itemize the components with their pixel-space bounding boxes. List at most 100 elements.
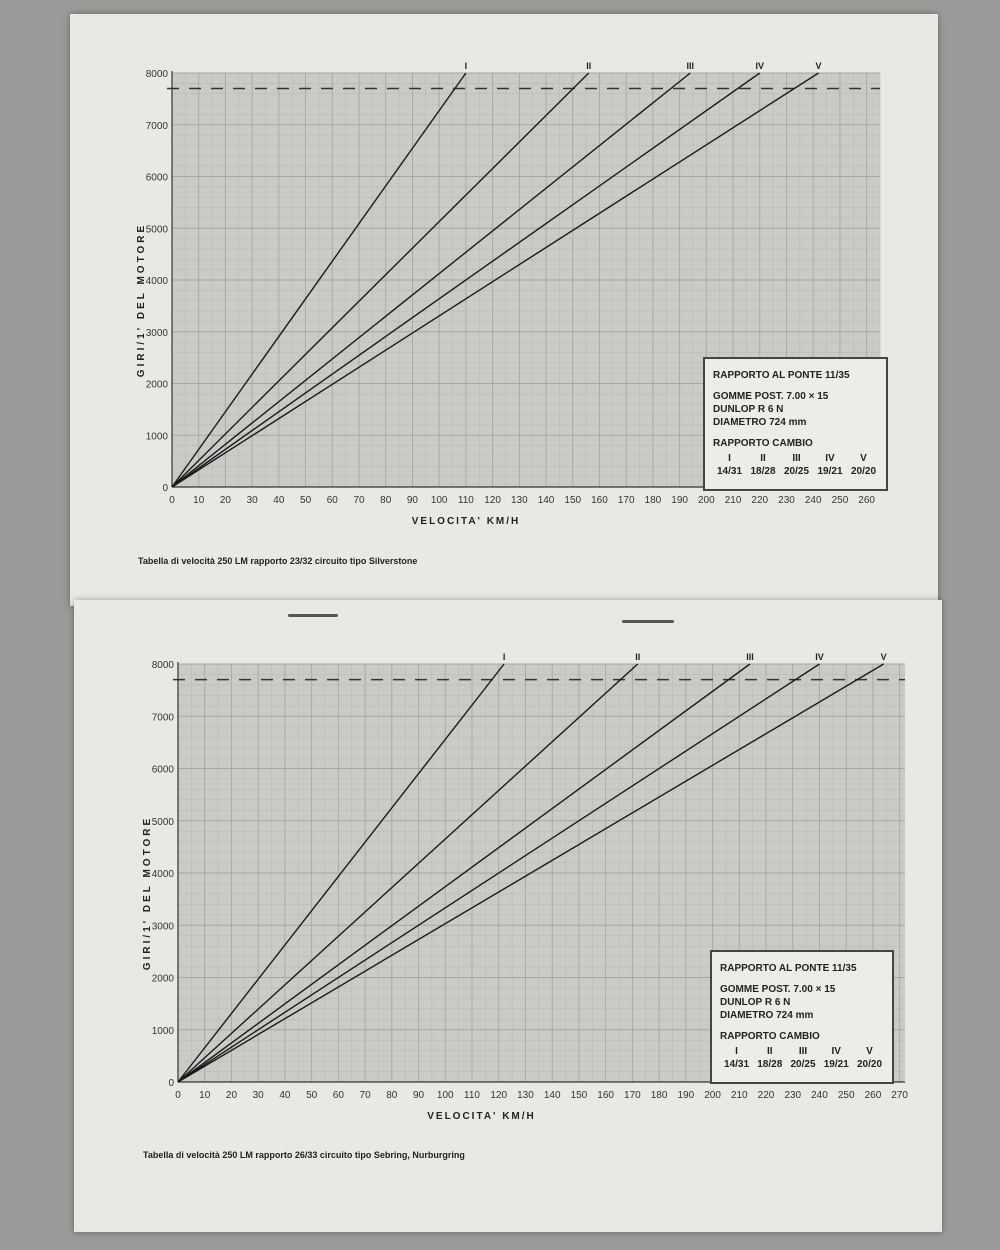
x-tick-label: 140: [544, 1090, 561, 1101]
gear-line-II: [177, 663, 639, 1083]
gear-label: I: [728, 453, 731, 464]
y-tick-label: 1000: [152, 1026, 175, 1037]
gear-line-I: [177, 663, 505, 1083]
gear-ratios: I 14/31 II 18/28 III 20/25 IV 19/21 V 20/20: [713, 452, 880, 478]
y-axis-label: GIRI/1' DEL MOTORE: [136, 223, 147, 377]
x-tick-label: 40: [279, 1090, 291, 1101]
series-label-II: II: [635, 652, 640, 662]
gear-ratio-value: 20/20: [850, 466, 877, 477]
caption-1: Tabella di velocità 250 LM rapporto 23/3…: [138, 556, 418, 566]
x-tick-label: 70: [353, 495, 365, 506]
legend-dunlop: DUNLOP R 6 N: [713, 404, 784, 415]
x-tick-label: 160: [597, 1090, 614, 1101]
x-tick-label: 250: [838, 1090, 855, 1101]
gear-label: IV: [825, 453, 835, 464]
y-tick-label: 0: [168, 1078, 174, 1089]
x-tick-label: 240: [811, 1090, 828, 1101]
y-tick-label: 3000: [146, 328, 169, 339]
x-tick-label: 210: [731, 1090, 748, 1101]
gear-ratio-II: II 18/28: [747, 452, 780, 478]
series-label-IV: IV: [815, 652, 824, 662]
x-tick-label: 90: [407, 495, 419, 506]
y-tick-label: 0: [162, 483, 168, 494]
gear-ratio-value: 14/31: [723, 1059, 750, 1070]
gear-line-V: [177, 663, 884, 1083]
x-axis-label: VELOCITA' KM/H: [412, 516, 521, 527]
x-tick-label: 210: [725, 495, 742, 506]
x-tick-label: 180: [651, 1090, 668, 1101]
gear-ratio-value: 20/25: [790, 1059, 816, 1070]
legend-diametro: DIAMETRO 724 mm: [713, 417, 807, 428]
legend-ponte: RAPPORTO AL PONTE 11/35: [713, 370, 850, 381]
x-tick-label: 130: [517, 1090, 534, 1101]
legend-box-1: RAPPORTO AL PONTE 11/35 GOMME POST. 7.00…: [703, 357, 888, 491]
gear-line-II: [171, 72, 590, 488]
legend-diametro: DIAMETRO 724 mm: [720, 1010, 814, 1021]
gear-ratio-value: 14/31: [716, 466, 743, 477]
x-tick-label: 220: [758, 1090, 775, 1101]
gear-label: V: [866, 1046, 873, 1057]
x-tick-label: 70: [360, 1090, 372, 1101]
series-label-III: III: [746, 652, 754, 662]
legend-ponte: RAPPORTO AL PONTE 11/35: [720, 963, 857, 974]
legend-box-2: RAPPORTO AL PONTE 11/35 GOMME POST. 7.00…: [710, 950, 894, 1084]
x-tick-label: 240: [805, 495, 822, 506]
gear-ratio-value: 19/21: [817, 466, 843, 477]
x-tick-label: 0: [169, 495, 175, 506]
gear-line-IV: [177, 663, 820, 1083]
y-tick-label: 6000: [146, 173, 169, 184]
x-tick-label: 170: [618, 495, 635, 506]
x-tick-label: 260: [865, 1090, 882, 1101]
y-tick-label: 4000: [152, 869, 175, 880]
x-tick-label: 190: [677, 1090, 694, 1101]
x-tick-label: 0: [175, 1090, 181, 1101]
x-tick-label: 150: [564, 495, 581, 506]
y-tick-label: 8000: [146, 69, 169, 80]
x-tick-label: 100: [431, 495, 448, 506]
staple: [288, 614, 338, 617]
x-tick-label: 50: [300, 495, 312, 506]
y-tick-label: 7000: [152, 712, 175, 723]
x-tick-label: 40: [273, 495, 285, 506]
gear-ratio-II: II 18/28: [753, 1045, 786, 1071]
x-tick-label: 180: [645, 495, 662, 506]
series-label-IV: IV: [756, 61, 765, 71]
legend-dunlop: DUNLOP R 6 N: [720, 997, 791, 1008]
legend-gomme: GOMME POST. 7.00 × 15: [713, 391, 829, 402]
x-tick-label: 120: [484, 495, 501, 506]
gear-label: V: [860, 453, 867, 464]
gear-label: IV: [831, 1046, 841, 1057]
x-tick-label: 90: [413, 1090, 425, 1101]
x-tick-label: 110: [458, 495, 474, 506]
gear-ratio-value: 18/28: [757, 1059, 783, 1070]
gear-ratio-IV: IV 19/21: [820, 1045, 853, 1071]
y-tick-label: 8000: [152, 660, 175, 671]
gear-ratio-V: V 20/20: [847, 452, 880, 478]
x-tick-label: 200: [698, 495, 715, 506]
x-tick-label: 160: [591, 495, 608, 506]
gear-line-I: [171, 72, 467, 488]
gear-ratios: I 14/31 II 18/28 III 20/25 IV 19/21 V 20/20: [720, 1045, 886, 1071]
gear-ratio-value: 18/28: [750, 466, 776, 477]
x-tick-label: 10: [199, 1090, 211, 1101]
gear-ratio-I: I 14/31: [720, 1045, 753, 1071]
x-axis-label: VELOCITA' KM/H: [427, 1111, 536, 1122]
legend-cambio: RAPPORTO CAMBIO: [720, 1031, 820, 1042]
y-tick-label: 6000: [152, 765, 175, 776]
y-tick-label: 2000: [146, 380, 169, 391]
gear-ratio-value: 20/25: [783, 466, 810, 477]
series-label-I: I: [465, 61, 468, 71]
x-tick-label: 170: [624, 1090, 641, 1101]
y-tick-label: 2000: [152, 974, 175, 985]
x-tick-label: 130: [511, 495, 528, 506]
x-tick-label: 20: [220, 495, 232, 506]
x-tick-label: 60: [327, 495, 339, 506]
gear-ratio-III: III 20/25: [780, 452, 813, 478]
gear-ratio-III: III 20/25: [787, 1045, 820, 1071]
gear-line-III: [177, 663, 751, 1083]
y-tick-label: 5000: [146, 224, 169, 235]
x-tick-label: 220: [751, 495, 768, 506]
staple: [622, 620, 674, 623]
x-tick-label: 20: [226, 1090, 238, 1101]
x-tick-label: 150: [571, 1090, 588, 1101]
